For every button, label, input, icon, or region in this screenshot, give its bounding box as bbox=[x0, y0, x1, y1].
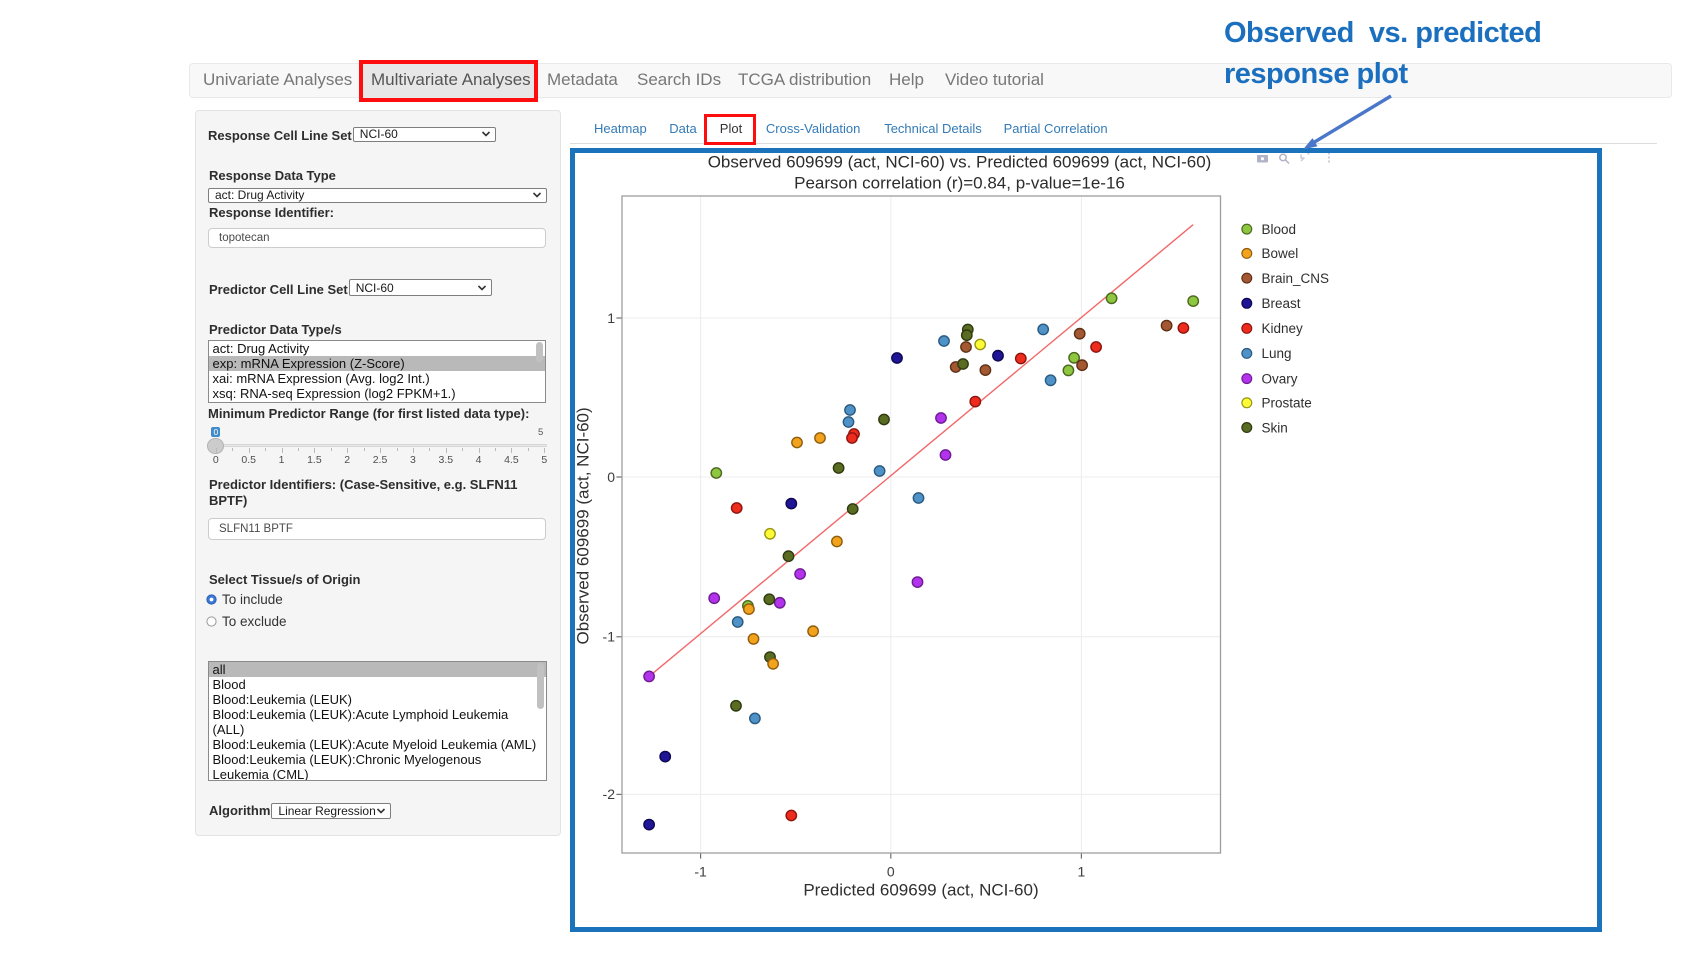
svg-text:Prostate: Prostate bbox=[1262, 396, 1312, 411]
svg-text:Observed 609699 (act, NCI-60): Observed 609699 (act, NCI-60) bbox=[575, 407, 593, 644]
svg-text:Kidney: Kidney bbox=[1262, 321, 1304, 336]
svg-text:Predicted 609699 (act, NCI-60): Predicted 609699 (act, NCI-60) bbox=[803, 881, 1038, 900]
svg-text:1: 1 bbox=[607, 310, 615, 326]
svg-text:Lung: Lung bbox=[1262, 346, 1292, 361]
svg-text:-1: -1 bbox=[603, 629, 616, 645]
svg-text:0: 0 bbox=[607, 469, 615, 485]
svg-text:-1: -1 bbox=[694, 864, 707, 880]
svg-text:Ovary: Ovary bbox=[1262, 371, 1298, 386]
svg-text:Observed 609699 (act, NCI-60): Observed 609699 (act, NCI-60) vs. Predic… bbox=[708, 153, 1212, 172]
svg-text:Blood: Blood bbox=[1262, 222, 1297, 237]
svg-text:Breast: Breast bbox=[1262, 296, 1301, 311]
svg-text:Skin: Skin bbox=[1262, 420, 1288, 435]
svg-text:0: 0 bbox=[887, 864, 895, 880]
svg-text:1: 1 bbox=[1078, 864, 1086, 880]
svg-text:-2: -2 bbox=[603, 786, 616, 802]
svg-text:Pearson correlation (r)=0.84,: Pearson correlation (r)=0.84, p-value=1e… bbox=[794, 174, 1125, 193]
svg-text:Brain_CNS: Brain_CNS bbox=[1262, 271, 1330, 286]
svg-text:Bowel: Bowel bbox=[1262, 246, 1299, 261]
